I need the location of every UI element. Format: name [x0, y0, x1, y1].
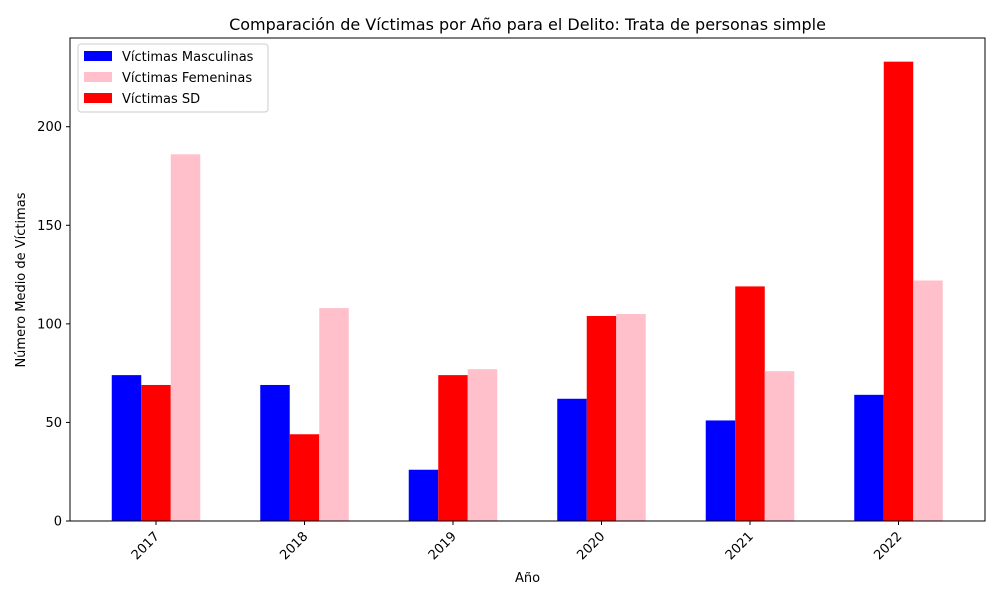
x-tick-label-2020: 2020 — [574, 529, 608, 563]
bar-2020-series-2 — [586, 315, 617, 521]
bars-layer — [111, 61, 943, 522]
legend-label-2: Víctimas SD — [122, 92, 200, 107]
bar-2022-series-2 — [883, 61, 914, 522]
legend-swatch-0 — [84, 51, 112, 61]
y-tick-label: 50 — [45, 416, 62, 431]
legend-box — [77, 43, 269, 113]
x-axis-label: Año — [515, 571, 540, 586]
bar-2021-series-2 — [735, 286, 765, 521]
legend: Víctimas Masculinas Víctimas Femeninas Víc… — [77, 43, 269, 113]
plot-frame — [69, 37, 986, 522]
bar-2022-series-1 — [913, 280, 943, 521]
bar-2020-series-0 — [557, 398, 587, 521]
bar-2017-series-2 — [141, 384, 171, 521]
x-tick-label-2021: 2021 — [723, 529, 757, 563]
legend-label-0: Víctimas Masculinas — [122, 50, 254, 65]
legend-label-1: Víctimas Femeninas — [122, 71, 252, 86]
y-tick-label: 100 — [37, 317, 62, 332]
x-tick-label-2022: 2022 — [871, 529, 905, 563]
bar-2019-series-1 — [467, 369, 498, 521]
x-axis: 2017 2018 2019 2020 2021 2022 — [129, 521, 905, 563]
x-tick-label-2017: 2017 — [129, 529, 163, 563]
bar-2021-series-1 — [764, 371, 795, 521]
bar-2019-series-2 — [438, 375, 468, 521]
bar-2020-series-1 — [616, 314, 646, 521]
bar-2022-series-0 — [854, 394, 884, 521]
bar-2018-series-0 — [260, 384, 290, 521]
bar-2018-series-1 — [319, 308, 349, 521]
bar-2017-series-0 — [111, 375, 142, 521]
y-axis: 0 50 100 150 200 — [37, 120, 70, 530]
y-axis-label: Número Medio de Víctimas — [14, 192, 29, 367]
bar-2017-series-1 — [170, 154, 201, 522]
y-tick-label: 150 — [37, 219, 62, 234]
legend-swatch-1 — [84, 72, 112, 82]
x-tick-label-2019: 2019 — [426, 529, 460, 563]
y-tick-label: 0 — [54, 515, 62, 530]
x-tick-label-2018: 2018 — [277, 529, 311, 563]
bar-2019-series-0 — [408, 469, 439, 521]
y-tick-label: 200 — [37, 120, 62, 135]
legend-swatch-2 — [84, 93, 112, 103]
chart-title: Comparación de Víctimas por Año para el … — [229, 15, 826, 34]
bar-2021-series-0 — [705, 420, 736, 521]
bar-2018-series-2 — [289, 434, 320, 521]
